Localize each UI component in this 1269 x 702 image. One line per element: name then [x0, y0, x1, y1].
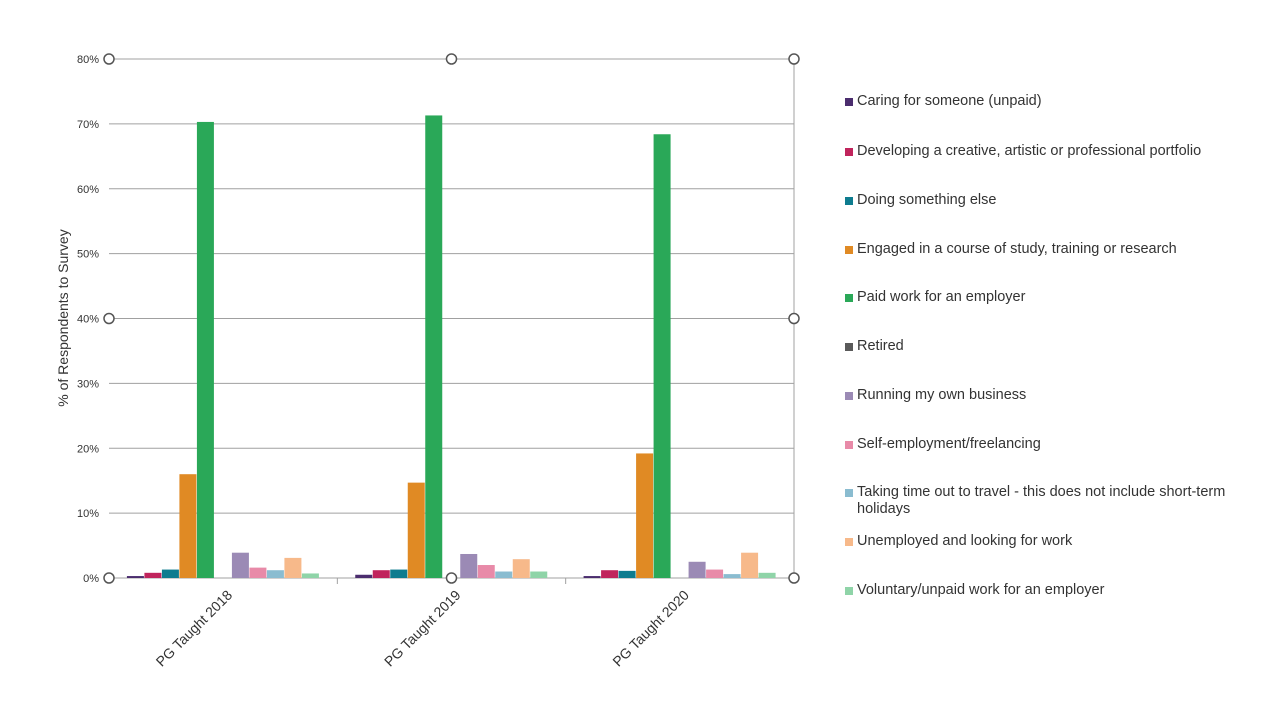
legend-swatch	[845, 392, 853, 400]
bar	[301, 573, 319, 578]
legend-item: Paid work for an employer	[845, 289, 1025, 306]
y-tick-label: 80%	[77, 54, 99, 66]
legend-swatch	[845, 489, 853, 497]
bar	[706, 569, 724, 578]
legend-swatch	[845, 98, 853, 106]
legend-label: Unemployed and looking for work	[857, 533, 1073, 549]
x-category-label: PG Taught 2020	[609, 587, 692, 670]
y-tick-label: 70%	[77, 119, 99, 131]
bar	[601, 570, 619, 578]
resize-handle[interactable]	[103, 312, 115, 325]
resize-handle[interactable]	[788, 53, 800, 65]
y-tick-label: 30%	[77, 378, 99, 390]
legend-swatch	[845, 246, 853, 254]
legend-label: Engaged in a course of study, training o…	[857, 241, 1177, 257]
y-tick-label: 50%	[77, 249, 99, 261]
bar	[126, 576, 144, 578]
legend-swatch	[845, 587, 853, 595]
bar	[636, 453, 654, 578]
legend-item: Caring for someone (unpaid)	[845, 93, 1042, 110]
legend-label: Caring for someone (unpaid)	[857, 93, 1042, 109]
y-tick-label: 0%	[83, 573, 99, 585]
bar	[161, 569, 179, 578]
resize-handle[interactable]	[103, 53, 115, 65]
bar	[231, 552, 249, 578]
legend-label: Paid work for an employer	[857, 289, 1026, 305]
legend-item: Running my own business	[845, 387, 1026, 404]
x-category-label: PG Taught 2018	[153, 587, 236, 670]
bar	[266, 570, 284, 578]
bar	[477, 565, 495, 578]
legend-swatch	[845, 148, 853, 156]
bar	[179, 474, 197, 578]
bar	[758, 572, 776, 578]
legend-swatch	[845, 197, 853, 205]
y-axis-label: % of Respondents to Survey	[55, 229, 71, 406]
bar	[512, 559, 530, 578]
legend-swatch	[845, 294, 853, 302]
bar	[583, 576, 601, 578]
legend-item: Engaged in a course of study, training o…	[845, 241, 1177, 258]
legend-item: Retired	[845, 338, 904, 355]
bar	[425, 115, 443, 578]
legend-label: Retired	[857, 338, 904, 354]
bar	[460, 553, 478, 578]
legend-swatch	[845, 343, 853, 351]
legend-label: Running my own business	[857, 387, 1027, 403]
bar	[390, 569, 408, 578]
bar	[196, 121, 214, 579]
bar	[741, 552, 759, 578]
bar	[530, 571, 548, 578]
bar	[144, 572, 162, 578]
y-tick-label: 20%	[77, 443, 99, 455]
legend-item: Voluntary/unpaid work for an employer	[845, 582, 1104, 599]
resize-handle[interactable]	[788, 572, 800, 584]
bar	[495, 571, 513, 578]
legend-item: Developing a creative, artistic or profe…	[845, 143, 1227, 160]
bar	[688, 561, 706, 578]
y-tick-label: 10%	[77, 508, 99, 520]
bar	[618, 570, 636, 578]
legend-label: Self-employment/freelancing	[857, 436, 1041, 452]
bar	[249, 567, 267, 578]
y-tick-label: 40%	[77, 314, 99, 326]
bar	[372, 570, 390, 578]
bar	[284, 557, 302, 578]
legend-label: Taking time out to travel - this does no…	[857, 484, 1226, 517]
legend-swatch	[845, 441, 853, 449]
resize-handle[interactable]	[788, 312, 800, 325]
y-tick-label: 60%	[77, 184, 99, 196]
resize-handle[interactable]	[445, 53, 458, 65]
legend-label: Developing a creative, artistic or profe…	[857, 143, 1202, 159]
bar	[407, 482, 425, 578]
legend-label: Doing something else	[857, 192, 997, 208]
legend-item: Self-employment/freelancing	[845, 436, 1041, 453]
legend-item: Doing something else	[845, 192, 996, 209]
legend-label: Voluntary/unpaid work for an employer	[857, 582, 1105, 598]
legend-swatch	[845, 538, 853, 546]
legend-item: Taking time out to travel - this does no…	[845, 484, 1227, 518]
bar	[355, 574, 373, 578]
bar	[653, 134, 671, 578]
resize-handle[interactable]	[103, 572, 115, 584]
bar	[723, 574, 741, 578]
legend-item: Unemployed and looking for work	[845, 533, 1072, 550]
x-category-label: PG Taught 2019	[381, 587, 464, 670]
resize-handle[interactable]	[445, 572, 458, 584]
